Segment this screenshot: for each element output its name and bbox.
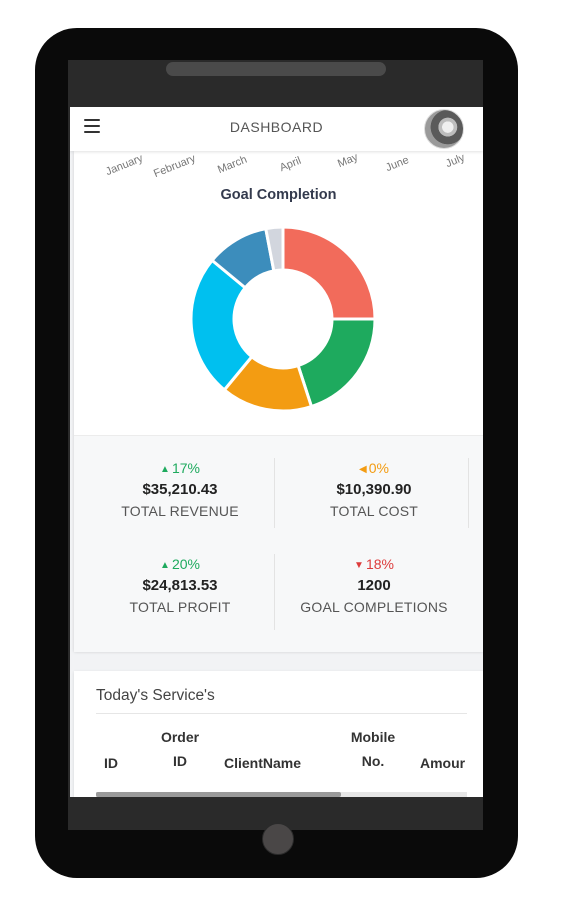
stat-change: ◀ 0% — [359, 460, 389, 476]
goal-completion-donut-chart — [191, 227, 375, 411]
stat-value: $10,390.90 — [336, 481, 412, 498]
chart-title: Goal Completion — [220, 187, 337, 203]
stat-change: ▲ 17% — [160, 460, 200, 476]
donut-slice[interactable] — [191, 258, 254, 392]
goal-completion-card: January February March April May June Ju… — [74, 151, 483, 652]
stat-arrow-icon: ◀ — [359, 464, 367, 475]
table-horizontal-scrollbar[interactable] — [96, 792, 467, 797]
stat-arrow-icon: ▲ — [160, 464, 170, 475]
stat-change: ▼ 18% — [354, 556, 394, 572]
stats-divider — [274, 458, 275, 528]
stat-total-revenue: ▲ 17% $35,210.43 TOTAL REVENUE — [80, 460, 280, 519]
stat-value: $35,210.43 — [142, 481, 218, 498]
month-label: February — [152, 152, 198, 181]
month-label: January — [104, 152, 145, 179]
app-bar: DASHBOARD — [70, 107, 483, 151]
column-header-id[interactable]: ID — [104, 755, 118, 771]
services-title: Today's Service's — [96, 687, 215, 704]
donut-slice[interactable] — [281, 227, 375, 321]
stat-value: $24,813.53 — [142, 577, 218, 594]
dashboard-content: January February March April May June Ju… — [70, 151, 483, 797]
phone-speaker — [166, 62, 386, 76]
todays-services-card: Today's Service's ID Order ID ClientName… — [74, 671, 483, 797]
stats-panel: ▲ 17% $35,210.43 TOTAL REVENUE ◀ 0% $10,39… — [74, 435, 483, 652]
stat-change: ▲ 20% — [160, 556, 200, 572]
stat-arrow-icon: ▼ — [354, 560, 364, 571]
stat-label: TOTAL REVENUE — [121, 503, 239, 519]
stat-label: GOAL COMPLETIONS — [300, 599, 448, 615]
column-header-mobile-no[interactable]: Mobile No. — [350, 729, 396, 769]
home-button[interactable] — [262, 823, 294, 855]
stat-total-cost: ◀ 0% $10,390.90 TOTAL COST — [274, 460, 474, 519]
month-label: May — [336, 151, 360, 171]
app-screen: DASHBOARD January February March April M… — [70, 107, 483, 797]
month-label: April — [278, 154, 303, 175]
stat-label: TOTAL COST — [329, 503, 419, 519]
avatar[interactable] — [424, 109, 464, 149]
stats-divider — [274, 554, 275, 630]
stat-arrow-icon: ▲ — [160, 560, 170, 571]
scrollbar-thumb[interactable] — [96, 792, 341, 797]
month-label: June — [384, 154, 411, 175]
divider — [96, 713, 467, 714]
column-header-order-id[interactable]: Order ID — [160, 729, 200, 769]
month-axis-labels: January February March April May June Ju… — [74, 151, 483, 181]
stat-value: 1200 — [357, 577, 391, 594]
column-header-client-name[interactable]: ClientName — [224, 755, 302, 771]
hamburger-menu-icon[interactable] — [84, 119, 100, 133]
month-label: July — [444, 151, 467, 171]
stat-total-profit: ▲ 20% $24,813.53 TOTAL PROFIT — [80, 556, 280, 615]
donut-slice[interactable] — [264, 227, 285, 273]
page-title: DASHBOARD — [229, 119, 324, 135]
column-header-amount[interactable]: Amour — [420, 755, 466, 771]
month-label: March — [216, 153, 249, 177]
stat-goal-completions: ▼ 18% 1200 GOAL COMPLETIONS — [274, 556, 474, 615]
donut-slice[interactable] — [296, 317, 375, 409]
stats-divider — [468, 458, 469, 528]
stat-label: TOTAL PROFIT — [129, 599, 231, 615]
